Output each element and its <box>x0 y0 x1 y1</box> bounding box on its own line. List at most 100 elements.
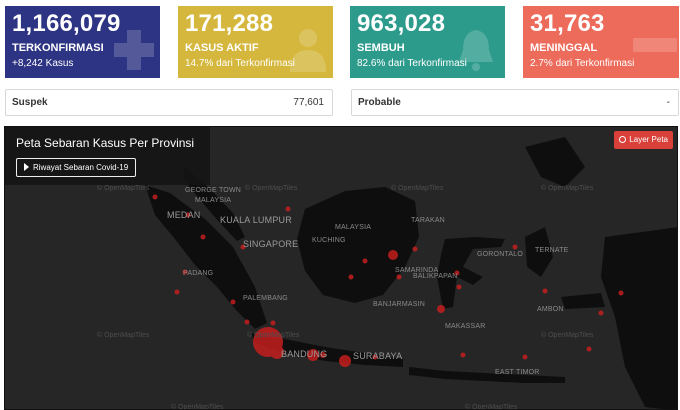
confirmed-new-cases: +8,242 Kasus <box>12 58 74 69</box>
case-bubble-south-kalimantan[interactable] <box>396 274 402 280</box>
case-bubble-papua[interactable] <box>598 310 604 316</box>
map-watermark: © OpenMapTiles <box>541 185 594 192</box>
active-count: 171,288 <box>185 10 274 37</box>
case-bubble-central-java[interactable] <box>307 349 319 361</box>
recovered-percent: 82.6% dari Terkonfirmasi <box>357 58 467 69</box>
case-bubble-west-kalimantan[interactable] <box>362 258 368 264</box>
suspect-label: Suspek <box>12 97 48 108</box>
active-label: KASUS AKTIF <box>185 42 259 54</box>
java-landmass <box>251 333 403 367</box>
city-label: MALAYSIA <box>335 224 372 231</box>
play-icon <box>24 163 29 171</box>
probable-value: - <box>666 97 670 108</box>
case-bubble-west-java[interactable] <box>270 345 284 359</box>
patient-icon <box>290 29 326 72</box>
map-watermark: © OpenMapTiles <box>97 332 150 339</box>
confirmed-count: 1,166,079 <box>12 10 121 37</box>
city-label: KUALA LUMPUR <box>220 215 292 225</box>
city-label: SURABAYA <box>353 351 403 361</box>
case-bubble-north-sulawesi[interactable] <box>512 244 518 250</box>
city-label: PALEMBANG <box>243 295 288 302</box>
case-bubble-ntb[interactable] <box>460 352 466 358</box>
deaths-label: MENINGGAL <box>530 42 598 54</box>
case-bubble-east-kalimantan[interactable] <box>388 250 398 260</box>
case-bubble-east-java[interactable] <box>339 355 351 367</box>
case-bubble-riau[interactable] <box>200 234 206 240</box>
recovered-count: 963,028 <box>357 10 446 37</box>
suspect-box: Suspek 77,601 <box>5 89 333 116</box>
case-bubble-central-sulawesi[interactable] <box>454 270 460 276</box>
recovered-label: SEMBUH <box>357 42 405 54</box>
case-bubble-lampung[interactable] <box>244 319 250 325</box>
case-bubble-southeast-sulawesi[interactable] <box>456 284 462 290</box>
case-bubble-aceh[interactable] <box>152 194 158 200</box>
case-bubble-bangka-belitung[interactable] <box>270 320 276 326</box>
province-map[interactable]: GEORGE TOWN MALAYSIA MEDAN KUALA LUMPUR … <box>4 126 678 410</box>
history-button[interactable]: Riwayat Sebaran Covid-19 <box>16 158 137 177</box>
history-button-label: Riwayat Sebaran Covid-19 <box>33 163 129 172</box>
confirmed-card: 1,166,079 TERKONFIRMASI +8,242 Kasus <box>5 6 160 78</box>
case-bubble-south-sumatra[interactable] <box>230 299 236 305</box>
active-card: 171,288 KASUS AKTIF 14.7% dari Terkonfir… <box>178 6 333 78</box>
case-bubble-north-kalimantan[interactable] <box>412 246 418 252</box>
map-watermark: © OpenMapTiles <box>171 404 224 410</box>
recovered-card: 963,028 SEMBUH 82.6% dari Terkonfirmasi <box>350 6 505 78</box>
case-bubble-south-sulawesi[interactable] <box>437 305 445 313</box>
case-bubble-bengkulu[interactable] <box>174 289 180 295</box>
map-title: Peta Sebaran Kasus Per Provinsi <box>16 136 195 150</box>
map-watermark: © OpenMapTiles <box>245 185 298 192</box>
case-bubble-bali[interactable] <box>372 354 378 360</box>
city-label: GORONTALO <box>477 251 524 258</box>
philippines-landmass <box>525 137 585 187</box>
case-bubble-central-kalimantan[interactable] <box>348 274 354 280</box>
map-header: Peta Sebaran Kasus Per Provinsi Riwayat … <box>5 127 210 185</box>
city-label: EAST TIMOR <box>495 369 540 376</box>
city-label: MEDAN <box>167 210 201 220</box>
city-label: KUCHING <box>312 237 346 244</box>
case-bubble-west-papua[interactable] <box>586 346 592 352</box>
case-bubble-ntt[interactable] <box>522 354 528 360</box>
bell-icon <box>459 30 493 71</box>
deaths-card: 31,763 MENINGGAL 2.7% dari Terkonfirmasi <box>523 6 679 78</box>
deaths-count: 31,763 <box>530 10 605 37</box>
city-label: BANJARMASIN <box>373 301 425 308</box>
case-bubble-papua-east[interactable] <box>618 290 624 296</box>
city-label: SAMARINDA <box>395 267 439 274</box>
case-bubble-riau-islands[interactable] <box>285 206 291 212</box>
papua-landmass <box>601 227 677 409</box>
probable-box: Probable - <box>351 89 679 116</box>
active-percent: 14.7% dari Terkonfirmasi <box>185 58 295 69</box>
sulawesi-landmass <box>437 237 505 309</box>
layers-icon <box>619 136 627 143</box>
malay-peninsula-landmass <box>183 167 245 241</box>
maluku-landmass <box>525 227 605 309</box>
city-label: PADANG <box>183 270 214 277</box>
plus-icon <box>114 30 154 70</box>
layer-map-button[interactable]: Layer Peta <box>614 131 673 149</box>
map-watermark: © OpenMapTiles <box>247 332 300 339</box>
case-bubble-maluku[interactable] <box>542 288 548 294</box>
city-label: TARAKAN <box>411 217 445 224</box>
stats-cards: 1,166,079 TERKONFIRMASI +8,242 Kasus 171… <box>5 6 679 78</box>
suspect-value: 77,601 <box>293 97 324 108</box>
map-watermark: © OpenMapTiles <box>97 185 150 192</box>
nusa-tenggara-landmass <box>409 367 565 383</box>
map-watermark: © OpenMapTiles <box>541 332 594 339</box>
map-watermark: © OpenMapTiles <box>465 404 518 410</box>
city-label: GEORGE TOWN <box>185 187 242 194</box>
city-label: BANDUNG <box>281 349 328 359</box>
city-label: AMBON <box>537 306 564 313</box>
city-label: SINGAPORE <box>243 239 299 249</box>
case-bubble-jambi[interactable] <box>240 244 246 250</box>
case-bubble-north-sumatra[interactable] <box>185 212 191 218</box>
minus-icon <box>633 38 677 52</box>
city-label: BALIKPAPAN <box>413 273 458 280</box>
city-label: TERNATE <box>535 247 569 254</box>
deaths-percent: 2.7% dari Terkonfirmasi <box>530 58 635 69</box>
map-watermark: © OpenMapTiles <box>391 185 444 192</box>
city-label: MALAYSIA <box>195 197 232 204</box>
city-label: MAKASSAR <box>445 323 486 330</box>
case-bubble-west-sumatra[interactable] <box>182 269 188 275</box>
case-bubble-yogyakarta[interactable] <box>320 352 326 358</box>
probable-label: Probable <box>358 97 401 108</box>
